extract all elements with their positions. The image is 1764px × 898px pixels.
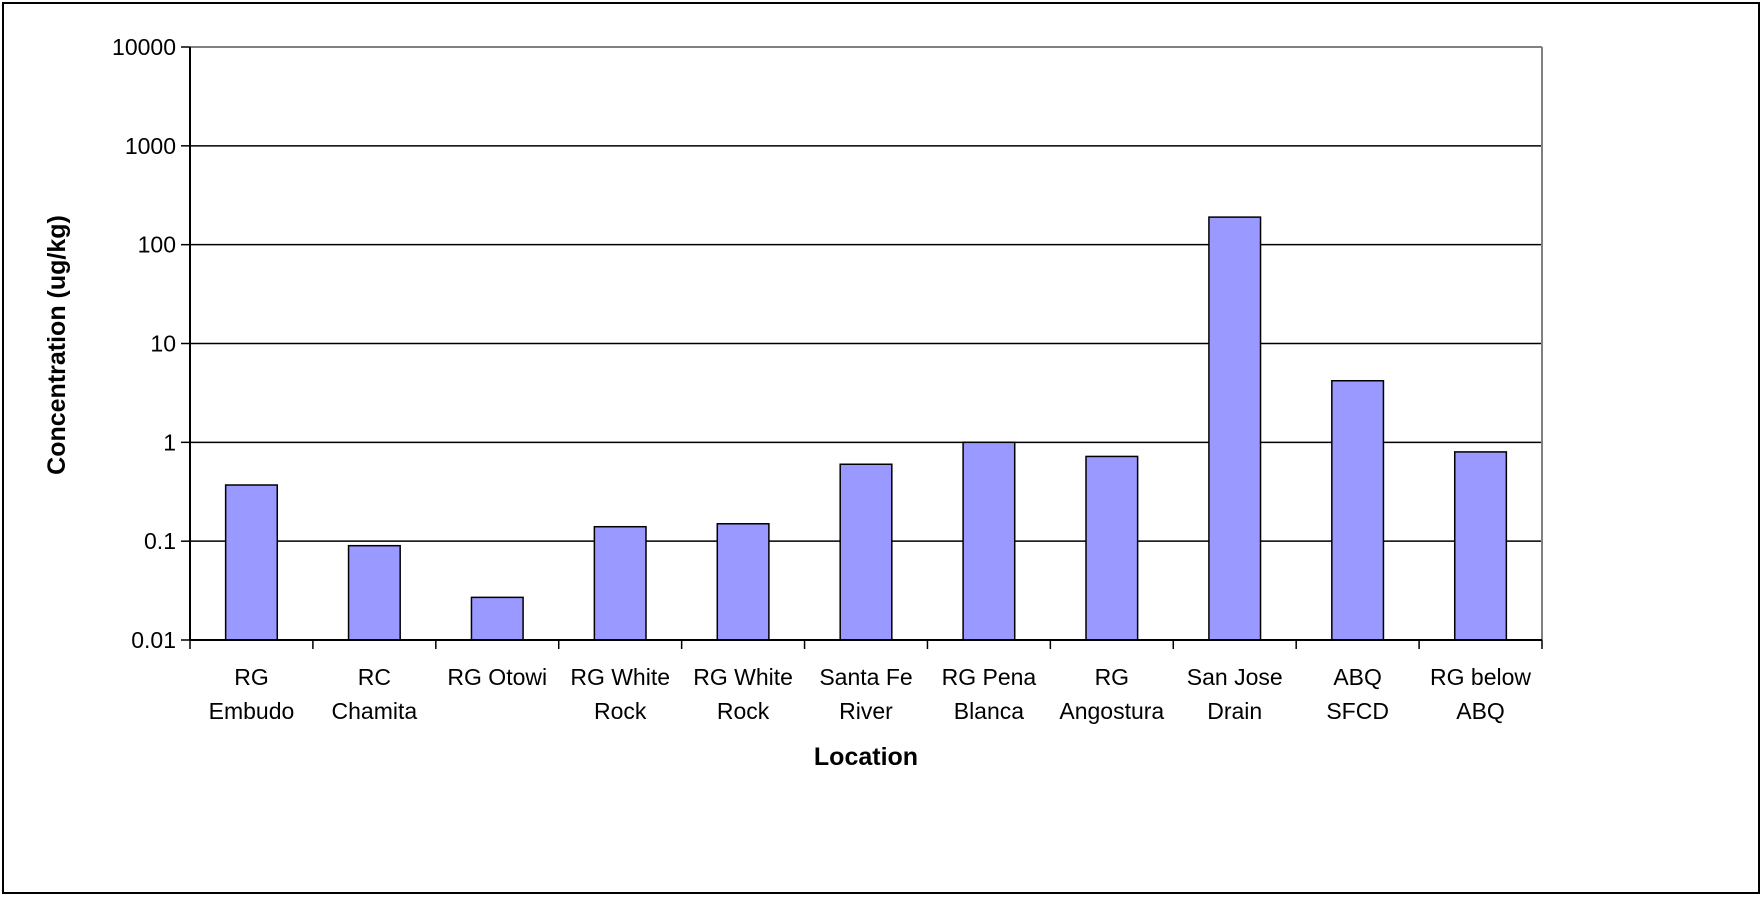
x-category-label-line: Santa Fe: [819, 664, 912, 690]
y-tick-label: 10: [150, 331, 176, 357]
y-tick-label: 1000: [125, 133, 176, 159]
bar: [716, 523, 770, 641]
bar: [1085, 455, 1139, 641]
axes: [181, 46, 1543, 649]
x-category-label-line: RG White: [570, 664, 670, 690]
y-tick-labels: 0.01 0.1 1 10 100 1000 10000: [112, 34, 176, 653]
bar: [224, 484, 279, 641]
x-category-label-line: San Jose: [1187, 664, 1283, 690]
y-tick-label: 10000: [112, 34, 176, 60]
x-category-label: RG Pena Blanca: [942, 664, 1037, 724]
x-category-label-line: RG Pena: [942, 664, 1037, 690]
x-category-label-line: Chamita: [332, 698, 418, 724]
bar: [1453, 451, 1508, 641]
bars: [224, 216, 1508, 641]
bar: [1208, 216, 1262, 641]
x-category-label-line: RG below: [1430, 664, 1531, 690]
x-category-label-line: Drain: [1207, 698, 1262, 724]
y-tick-label: 0.01: [131, 627, 176, 653]
x-category-label-line: ABQ: [1333, 664, 1382, 690]
x-category-label: Santa Fe River: [819, 664, 912, 724]
y-tick-label: 0.1: [144, 528, 176, 554]
x-category-label-line: ABQ: [1456, 698, 1505, 724]
y-tick-label: 100: [138, 232, 176, 258]
y-tick-label: 1: [163, 429, 176, 455]
bar: [962, 441, 1016, 641]
x-category-label: RG White Rock: [570, 664, 670, 724]
x-category-label-line: RG: [234, 664, 269, 690]
x-category-label: RC Chamita: [332, 664, 418, 724]
bar: [347, 544, 401, 641]
x-category-label-line: River: [839, 698, 893, 724]
x-category-label-line: Blanca: [954, 698, 1025, 724]
bar: [839, 463, 893, 641]
x-category-label-line: Rock: [594, 698, 647, 724]
x-category-label: RG Embudo: [209, 664, 295, 724]
x-category-label-line: RG White: [693, 664, 793, 690]
x-category-label-line: RG: [1095, 664, 1130, 690]
x-category-label: San Jose Drain: [1187, 664, 1283, 724]
y-axis-title: Concentration (ug/kg): [43, 215, 71, 475]
x-category-label: RG Angostura: [1059, 664, 1164, 724]
bar: [1331, 379, 1385, 641]
x-category-label: RG White Rock: [693, 664, 793, 724]
x-category-label-line: Rock: [717, 698, 770, 724]
bar: [593, 525, 647, 641]
x-category-label-line: Angostura: [1059, 698, 1164, 724]
x-category-label: RG Otowi: [447, 664, 547, 690]
x-category-label: ABQ SFCD: [1326, 664, 1389, 724]
x-category-label-line: Embudo: [209, 698, 295, 724]
x-category-label-line: RC: [358, 664, 391, 690]
x-axis-title: Location: [814, 743, 918, 771]
bar: [470, 596, 524, 641]
x-category-label-line: SFCD: [1326, 698, 1389, 724]
x-category-label-line: RG Otowi: [447, 664, 547, 690]
x-category-label: RG below ABQ: [1430, 664, 1531, 724]
